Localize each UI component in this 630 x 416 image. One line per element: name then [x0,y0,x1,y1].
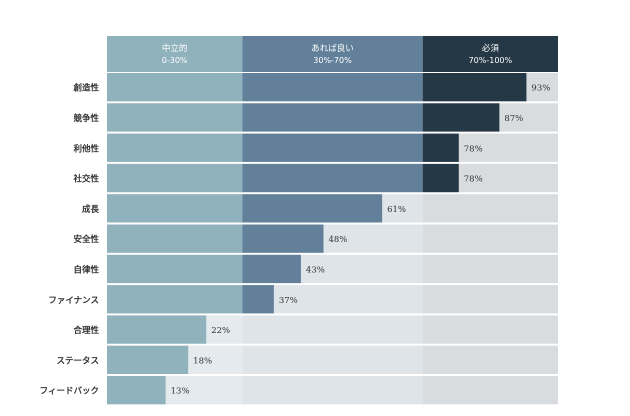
bar-segment-3-1 [242,163,423,193]
bar-segment-5-1 [242,224,324,253]
category-label: 安全性 [73,234,99,245]
category-label: 創造性 [72,83,99,94]
bar-segment-0-0 [107,73,243,102]
category-label: 競争性 [73,113,99,124]
bar-segment-2-2 [422,133,459,162]
category-label: 合理性 [72,325,99,336]
value-label: 43% [306,265,325,275]
row-track-10-2 [422,376,558,405]
bar-segment-7-1 [242,285,274,314]
row-track-9-1 [242,345,423,374]
row-track-9-2 [422,345,558,374]
band-header-0 [107,36,243,72]
value-label: 87% [504,114,523,124]
bar-segment-6-0 [107,254,243,284]
category-label: ファイナンス [48,296,99,306]
value-label: 61% [387,205,406,215]
bar-segment-3-2 [422,163,459,193]
category-label: フィードバック [40,386,99,397]
bar-segment-6-1 [242,254,301,284]
band-header-range: 30%-70% [313,56,352,65]
row-track-6-2 [422,254,558,284]
band-header-range: 0-30% [162,56,188,65]
band-header-label: 中立的 [162,43,188,54]
bar-segment-8-0 [107,315,207,344]
bar-segment-4-1 [242,194,383,223]
band-header-range: 70%-100% [469,56,513,65]
row-track-5-2 [422,224,558,253]
category-label: ステータス [56,355,99,366]
value-label: 78% [464,175,483,185]
category-label: 成長 [82,204,100,215]
value-label: 13% [171,387,190,397]
bar-segment-10-0 [107,376,166,405]
band-header-2 [422,36,558,72]
row-track-8-1 [242,315,423,344]
row-track-7-2 [422,285,558,314]
band-header-1 [242,36,423,72]
row-track-10-1 [242,376,423,405]
row-track-8-2 [422,315,558,344]
value-label: 18% [193,356,212,366]
category-label: 社交性 [72,174,99,185]
value-label: 37% [279,296,298,306]
category-label: 自律性 [73,264,99,275]
bar-segment-2-1 [242,133,423,162]
category-label: 利他性 [72,143,99,154]
band-header-label: あれば良い [311,43,354,54]
bar-segment-7-0 [107,285,243,314]
bar-segment-0-1 [242,73,423,102]
bar-segment-2-0 [107,133,243,162]
value-label: 78% [464,144,483,154]
bar-segment-1-0 [107,103,243,132]
bar-segment-3-0 [107,163,243,193]
value-label: 22% [211,326,230,336]
bar-segment-4-0 [107,194,243,223]
bar-segment-9-0 [107,345,189,374]
bar-segment-5-0 [107,224,243,253]
band-header-label: 必須 [482,43,500,54]
bar-segment-1-1 [242,103,423,132]
bar-segment-1-2 [422,103,500,132]
value-label: 93% [531,84,550,94]
row-track-4-2 [422,194,558,223]
bar-segment-0-2 [422,73,527,102]
value-label: 48% [328,235,347,245]
